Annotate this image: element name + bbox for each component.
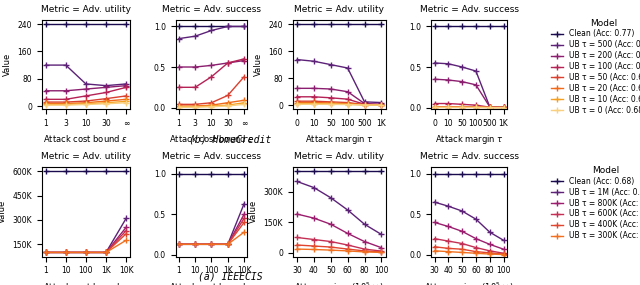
Title: Metric = Adv. utility: Metric = Adv. utility	[294, 5, 384, 14]
Title: Metric = Adv. success: Metric = Adv. success	[420, 5, 518, 14]
X-axis label: Att. margin $\tau$ ($10^5\times$): Att. margin $\tau$ ($10^5\times$)	[424, 281, 515, 285]
X-axis label: Attack cost bound $\varepsilon$: Attack cost bound $\varepsilon$	[169, 281, 254, 285]
X-axis label: Attack cost bound $\varepsilon$: Attack cost bound $\varepsilon$	[44, 281, 128, 285]
Legend: Clean (Acc: 0.68), UB τ = 1M (Acc: 0.68), UB τ = 800K (Acc: 0.66), UB τ = 600K (: Clean (Acc: 0.68), UB τ = 1M (Acc: 0.68)…	[548, 163, 640, 243]
X-axis label: Att. margin $\tau$ ($10^5\times$): Att. margin $\tau$ ($10^5\times$)	[294, 281, 385, 285]
Y-axis label: Value: Value	[249, 200, 258, 223]
X-axis label: Attack cost bound $\varepsilon$: Attack cost bound $\varepsilon$	[44, 133, 128, 144]
X-axis label: Attack cost bound $\varepsilon$: Attack cost bound $\varepsilon$	[169, 133, 254, 144]
Title: Metric = Adv. success: Metric = Adv. success	[420, 152, 518, 161]
Y-axis label: Value: Value	[3, 53, 12, 76]
Legend: Clean (Acc: 0.77), UB τ = 500 (Acc: 0.75), UB τ = 200 (Acc: 0.73), UB τ = 100 (A: Clean (Acc: 0.77), UB τ = 500 (Acc: 0.75…	[548, 15, 640, 118]
Title: Metric = Adv. success: Metric = Adv. success	[162, 5, 261, 14]
Text: (a) IEEECIS: (a) IEEECIS	[198, 271, 262, 281]
X-axis label: Attack margin $\tau$: Attack margin $\tau$	[435, 133, 504, 146]
Y-axis label: Value: Value	[254, 53, 263, 76]
X-axis label: Attack margin $\tau$: Attack margin $\tau$	[305, 133, 374, 146]
Title: Metric = Adv. success: Metric = Adv. success	[162, 152, 261, 161]
Title: Metric = Adv. utility: Metric = Adv. utility	[41, 152, 131, 161]
Title: Metric = Adv. utility: Metric = Adv. utility	[294, 152, 384, 161]
Y-axis label: Value: Value	[0, 200, 6, 223]
Title: Metric = Adv. utility: Metric = Adv. utility	[41, 5, 131, 14]
Text: (b) HomeCredit: (b) HomeCredit	[189, 135, 271, 144]
